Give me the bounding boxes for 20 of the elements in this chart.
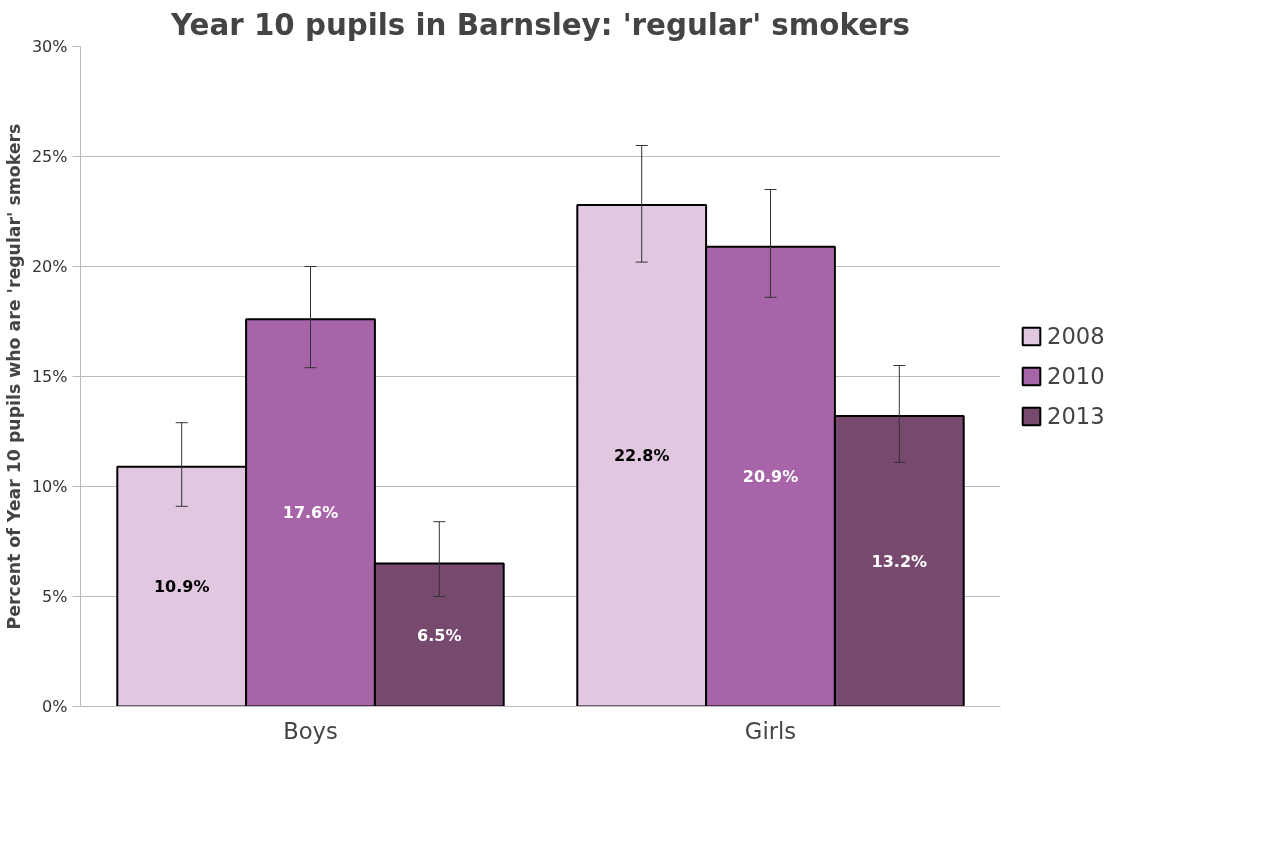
data-label: 6.5% (417, 625, 462, 645)
data-label: 20.9% (742, 467, 799, 487)
data-label: 10.9% (153, 577, 210, 597)
legend-label: 2013 (1047, 403, 1105, 429)
y-axis-title: Percent of Year 10 pupils who are 'regular' smokers (3, 123, 24, 630)
data-label: 22.8% (613, 446, 670, 466)
data-label: 13.2% (871, 551, 928, 571)
x-tick-label: Girls (744, 717, 797, 744)
y-tick-label: 25% (31, 147, 68, 166)
chart-title: Year 10 pupils in Barnsley: 'regular' smokers (169, 7, 911, 42)
legend-label: 2010 (1047, 363, 1105, 389)
y-tick-label: 0% (42, 697, 68, 716)
y-tick-label: 30% (31, 37, 68, 56)
y-tick-label: 10% (31, 477, 68, 496)
legend-label: 2008 (1047, 323, 1105, 349)
x-tick-label: Boys (283, 717, 338, 744)
y-tick-label: 20% (31, 257, 68, 276)
data-label: 17.6% (282, 503, 339, 523)
y-tick-label: 5% (42, 587, 68, 606)
y-tick-label: 15% (31, 367, 68, 386)
